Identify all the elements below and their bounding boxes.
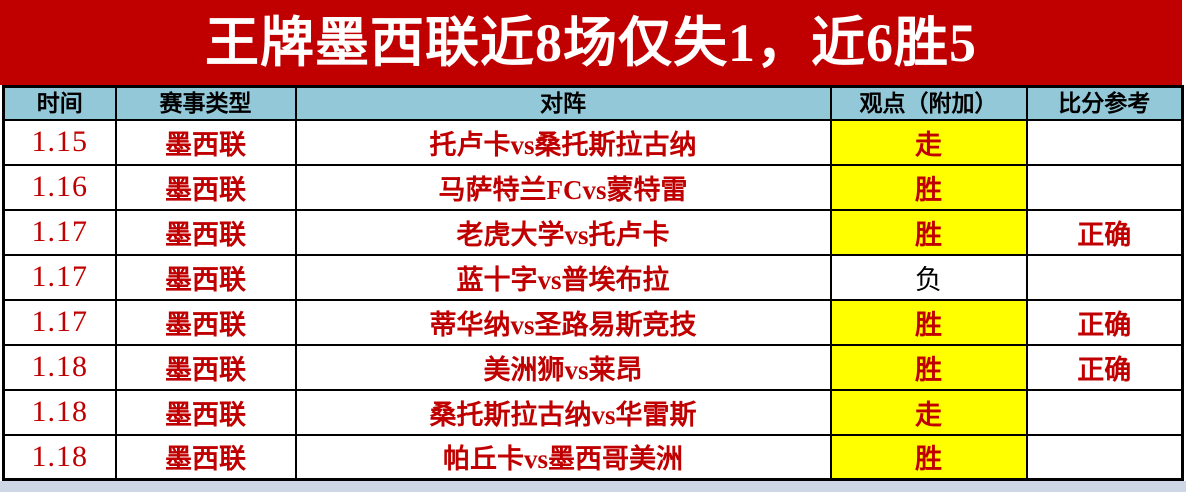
match-cell: 美洲狮vs莱昂 bbox=[294, 343, 832, 391]
table-header: 时间 赛事类型 对阵 观点（附加） 比分参考 bbox=[2, 85, 1184, 121]
date-cell: 1.17 bbox=[2, 208, 117, 256]
col-header-time: 时间 bbox=[2, 85, 117, 121]
result-cell: 正确 bbox=[1025, 298, 1184, 346]
title-banner: 王牌墨西联近8场仅失1，近6胜5 bbox=[0, 0, 1182, 85]
date-cell: 1.15 bbox=[2, 118, 117, 166]
banner-right-gap bbox=[1182, 0, 1186, 85]
col-header-match: 对阵 bbox=[294, 85, 832, 121]
league-cell: 墨西联 bbox=[114, 343, 297, 391]
table-wrap: 时间 赛事类型 对阵 观点（附加） 比分参考 1.15 墨西联 托卢卡vs桑托斯… bbox=[2, 85, 1184, 481]
predictions-table: 时间 赛事类型 对阵 观点（附加） 比分参考 1.15 墨西联 托卢卡vs桑托斯… bbox=[2, 85, 1184, 481]
result-cell bbox=[1025, 118, 1184, 166]
col-header-league: 赛事类型 bbox=[114, 85, 297, 121]
table-row: 1.17 墨西联 蒂华纳vs圣路易斯竞技 胜 正确 bbox=[2, 298, 1184, 346]
match-cell: 托卢卡vs桑托斯拉古纳 bbox=[294, 118, 832, 166]
table-row: 1.18 墨西联 美洲狮vs莱昂 胜 正确 bbox=[2, 343, 1184, 391]
date-cell: 1.16 bbox=[2, 163, 117, 211]
col-header-result: 比分参考 bbox=[1025, 85, 1184, 121]
opinion-cell: 负 bbox=[829, 253, 1028, 301]
league-cell: 墨西联 bbox=[114, 298, 297, 346]
league-cell: 墨西联 bbox=[114, 253, 297, 301]
opinion-cell: 胜 bbox=[829, 433, 1028, 481]
bottom-margin bbox=[0, 481, 1186, 492]
table-row: 1.18 墨西联 帕丘卡vs墨西哥美洲 胜 bbox=[2, 433, 1184, 481]
match-cell: 蓝十字vs普埃布拉 bbox=[294, 253, 832, 301]
date-cell: 1.18 bbox=[2, 433, 117, 481]
opinion-cell: 胜 bbox=[829, 343, 1028, 391]
league-cell: 墨西联 bbox=[114, 208, 297, 256]
date-cell: 1.17 bbox=[2, 253, 117, 301]
date-cell: 1.18 bbox=[2, 388, 117, 436]
opinion-cell: 胜 bbox=[829, 298, 1028, 346]
match-cell: 马萨特兰FCvs蒙特雷 bbox=[294, 163, 832, 211]
result-cell bbox=[1025, 433, 1184, 481]
table-row: 1.17 墨西联 老虎大学vs托卢卡 胜 正确 bbox=[2, 208, 1184, 256]
league-cell: 墨西联 bbox=[114, 118, 297, 166]
opinion-cell: 胜 bbox=[829, 163, 1028, 211]
result-cell bbox=[1025, 253, 1184, 301]
match-cell: 帕丘卡vs墨西哥美洲 bbox=[294, 433, 832, 481]
result-cell: 正确 bbox=[1025, 343, 1184, 391]
col-header-opinion: 观点（附加） bbox=[829, 85, 1028, 121]
result-cell bbox=[1025, 163, 1184, 211]
date-cell: 1.18 bbox=[2, 343, 117, 391]
table-row: 1.18 墨西联 桑托斯拉古纳vs华雷斯 走 bbox=[2, 388, 1184, 436]
table-row: 1.15 墨西联 托卢卡vs桑托斯拉古纳 走 bbox=[2, 118, 1184, 166]
opinion-cell: 胜 bbox=[829, 208, 1028, 256]
match-cell: 桑托斯拉古纳vs华雷斯 bbox=[294, 388, 832, 436]
page-title: 王牌墨西联近8场仅失1，近6胜5 bbox=[205, 12, 977, 73]
league-cell: 墨西联 bbox=[114, 163, 297, 211]
opinion-cell: 走 bbox=[829, 388, 1028, 436]
table-body: 1.15 墨西联 托卢卡vs桑托斯拉古纳 走 1.16 墨西联 马萨特兰FCvs… bbox=[2, 118, 1184, 481]
opinion-cell: 走 bbox=[829, 118, 1028, 166]
header-row: 时间 赛事类型 对阵 观点（附加） 比分参考 bbox=[2, 85, 1184, 121]
match-cell: 蒂华纳vs圣路易斯竞技 bbox=[294, 298, 832, 346]
result-cell: 正确 bbox=[1025, 208, 1184, 256]
result-cell bbox=[1025, 388, 1184, 436]
table-row: 1.17 墨西联 蓝十字vs普埃布拉 负 bbox=[2, 253, 1184, 301]
table-row: 1.16 墨西联 马萨特兰FCvs蒙特雷 胜 bbox=[2, 163, 1184, 211]
league-cell: 墨西联 bbox=[114, 388, 297, 436]
match-cell: 老虎大学vs托卢卡 bbox=[294, 208, 832, 256]
date-cell: 1.17 bbox=[2, 298, 117, 346]
league-cell: 墨西联 bbox=[114, 433, 297, 481]
